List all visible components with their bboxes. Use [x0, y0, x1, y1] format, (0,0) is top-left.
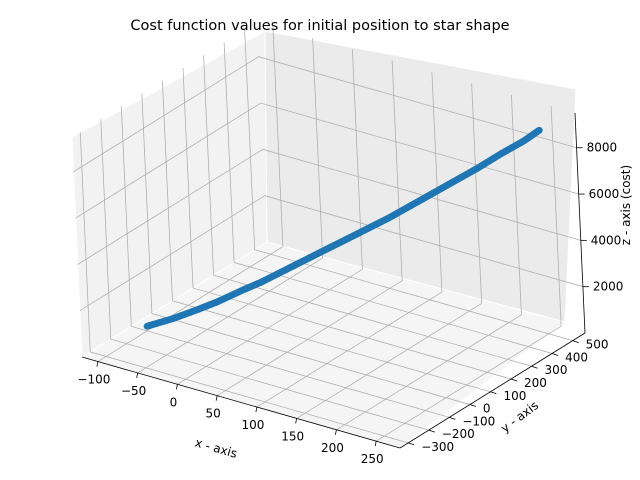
- x-axis-line: [81, 356, 401, 449]
- x-grid-line: [177, 49, 363, 385]
- y-grid-line: [141, 93, 470, 405]
- y-tick-label: −200: [442, 427, 475, 441]
- z-tick-label: 8000: [587, 141, 618, 155]
- y-grid-line: [182, 67, 512, 380]
- y-tick-label: 500: [586, 338, 609, 352]
- y-tick-label: 0: [483, 402, 491, 416]
- y-tick-mark: [490, 391, 497, 395]
- y-grid-line: [203, 55, 532, 367]
- x-tick-mark: [215, 395, 218, 401]
- y-tick-label: −100: [462, 414, 495, 428]
- y-tick-label: 300: [545, 363, 568, 377]
- z-grid-line: [77, 148, 581, 265]
- z-tick-label: 4000: [591, 233, 622, 247]
- y-tick-mark: [551, 353, 559, 356]
- x-tick-mark: [295, 418, 298, 424]
- x-grid-line: [216, 60, 403, 397]
- z-grid-line: [73, 56, 577, 173]
- y-grid-line: [100, 119, 429, 431]
- x-tick-mark: [335, 429, 337, 435]
- x-tick-label: 250: [361, 452, 384, 466]
- data-point: [535, 126, 543, 134]
- y-tick-label: 100: [503, 389, 526, 403]
- z-grid-line: [75, 102, 579, 219]
- y-tick-mark: [449, 416, 456, 420]
- x-tick-mark: [96, 361, 99, 367]
- x-tick-mark: [176, 384, 178, 390]
- x-grid-line: [137, 37, 324, 374]
- tick-marks: [96, 147, 589, 447]
- y-grid-line: [244, 29, 573, 342]
- y-tick-mark: [408, 442, 415, 446]
- y-tick-mark: [572, 340, 579, 344]
- x-grid-line: [336, 94, 522, 431]
- y-grid-line: [223, 42, 553, 354]
- y-tick-mark: [469, 404, 477, 407]
- y-grid-line: [120, 106, 450, 418]
- chart-title: Cost function values for initial positio…: [130, 18, 509, 34]
- x-tick-label: 0: [170, 395, 178, 409]
- axis-lines: [81, 112, 586, 449]
- y-tick-label: −300: [421, 440, 454, 454]
- x-tick-label: −50: [121, 384, 146, 398]
- x-tick-label: 200: [321, 441, 344, 455]
- tick-labels: −100−50050100150200250−300−200−100010020…: [77, 141, 623, 466]
- x-grid-line: [375, 106, 562, 442]
- z-grid-line: [79, 195, 584, 312]
- x-tick-label: 150: [281, 429, 304, 443]
- y-tick-label: 200: [524, 376, 547, 390]
- y-tick-mark: [428, 429, 435, 433]
- y-grid-line: [162, 80, 491, 393]
- z-axis-line: [574, 112, 586, 334]
- y-tick-mark: [510, 378, 518, 382]
- x-tick-mark: [255, 406, 258, 413]
- x-grid-line: [256, 72, 443, 408]
- x-tick-label: 50: [206, 407, 221, 421]
- y-tick-label: 400: [565, 350, 588, 364]
- z-tick-label: 2000: [593, 280, 624, 294]
- y-grid-line: [79, 131, 409, 444]
- grid-lines: [73, 26, 584, 444]
- x-tick-mark: [374, 441, 377, 447]
- x-grid-line: [296, 83, 483, 419]
- y-axis-line: [399, 332, 586, 449]
- data-points: [143, 126, 543, 330]
- y-tick-mark: [531, 365, 538, 369]
- x-tick-label: −100: [77, 373, 110, 387]
- z-tick-label: 6000: [589, 187, 620, 201]
- z-axis-label: z - axis (cost): [619, 165, 633, 245]
- x-tick-label: 100: [241, 418, 264, 432]
- x-tick-mark: [136, 372, 139, 379]
